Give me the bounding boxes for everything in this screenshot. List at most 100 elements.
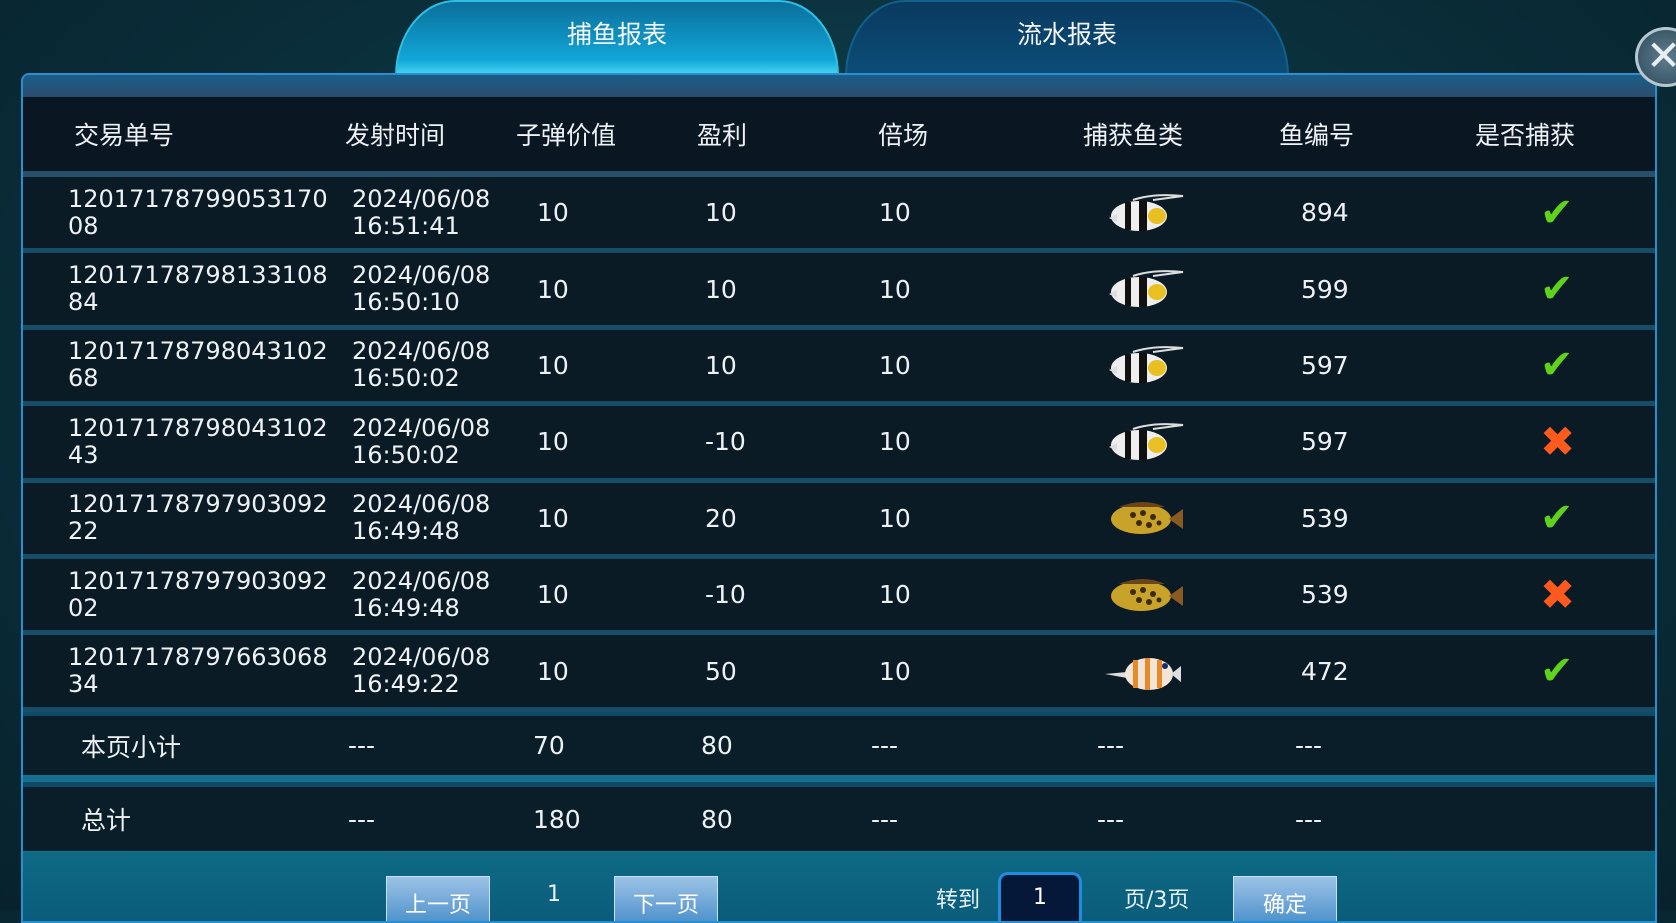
profit: 10	[705, 274, 737, 304]
close-icon[interactable]: ✕	[1635, 27, 1676, 87]
table-row: 12017178799053170 08 2024/06/08 16:51:41 10 1…	[23, 177, 1655, 254]
fish-number: 539	[1301, 580, 1349, 610]
column-header: 是否捕获	[1475, 121, 1576, 150]
multiplier: 10	[879, 503, 911, 533]
bullet-value: 10	[537, 198, 569, 228]
id-line: 12017178799053170	[68, 184, 328, 213]
transaction-id: 12017178797903092 22	[68, 483, 328, 554]
profit-sum: 80	[701, 731, 733, 760]
multiplier: 10	[879, 427, 911, 457]
date: 2024/06/08	[352, 184, 491, 213]
bullet-sum: 70	[533, 731, 565, 760]
fish-number: 597	[1301, 427, 1349, 457]
time: 16:49:22	[352, 670, 460, 699]
bullet-value: 10	[537, 427, 569, 457]
fish-placeholder: ---	[1097, 731, 1125, 760]
profit: 10	[705, 198, 737, 228]
column-header: 发射时间	[345, 121, 446, 150]
table-row: 12017178798133108 84 2024/06/08 16:50:10 10 1…	[23, 253, 1655, 330]
fish-number: 894	[1301, 198, 1349, 228]
confirm-button[interactable]: 确定	[1233, 876, 1337, 921]
table-row: 12017178798043102 68 2024/06/08 16:50:02 10 1…	[23, 329, 1655, 407]
id-line: 08	[68, 211, 99, 240]
prev-page-button[interactable]: 上一页	[386, 876, 490, 921]
date: 2024/06/08	[352, 413, 491, 442]
id-line: 12017178798133108	[68, 261, 328, 290]
page-count: 页/3页	[1124, 888, 1190, 913]
time: 16:50:10	[352, 288, 460, 317]
id-line: 34	[68, 670, 99, 699]
next-page-button[interactable]: 下一页	[614, 876, 718, 921]
bannerfish-icon	[1103, 253, 1187, 324]
table-row: 12017178797903092 22 2024/06/08 16:49:48 10 2…	[23, 482, 1655, 559]
tab-label: 流水报表	[1016, 20, 1117, 49]
transaction-id: 12017178798133108 84	[68, 253, 328, 324]
time-placeholder: ---	[348, 804, 376, 834]
pagination-bar: 上一页 1 下一页 转到 1 页/3页 确定	[23, 852, 1655, 921]
multiplier-placeholder: ---	[871, 804, 899, 834]
id-line: 43	[68, 440, 99, 469]
time: 16:50:02	[352, 440, 460, 469]
transaction-id: 12017178798043102 43	[68, 406, 328, 477]
fish-number: 599	[1301, 274, 1349, 304]
profit: -10	[705, 580, 746, 610]
total-row: 总计 --- 180 80 --- --- ---	[23, 787, 1655, 858]
profit: -10	[705, 427, 746, 457]
goto-label: 转到	[936, 888, 981, 913]
transaction-id: 12017178797663068 34	[68, 635, 328, 706]
id-line: 02	[68, 593, 99, 622]
id-line: 12017178797903092	[68, 490, 328, 519]
column-header: 交易单号	[74, 121, 175, 150]
column-header: 盈利	[697, 121, 748, 150]
table-row: 12017178798043102 43 2024/06/08 16:50:02 10 -…	[23, 406, 1655, 483]
check-icon: ✔	[1540, 266, 1574, 313]
transaction-id: 12017178797903092 02	[68, 559, 328, 630]
multiplier: 10	[879, 656, 911, 686]
tab-label: 捕鱼报表	[566, 20, 667, 49]
multiplier: 10	[879, 198, 911, 228]
time: 16:50:02	[352, 364, 460, 393]
date: 2024/06/08	[352, 261, 491, 290]
bullet-sum: 180	[533, 804, 581, 834]
fish-number: 472	[1301, 656, 1349, 686]
column-header: 捕获鱼类	[1083, 121, 1184, 150]
check-icon: ✔	[1540, 189, 1574, 236]
fire-time: 2024/06/08 16:50:02	[352, 406, 490, 477]
fish-no-placeholder: ---	[1295, 731, 1323, 760]
fish-number: 597	[1301, 350, 1349, 380]
bullet-value: 10	[537, 580, 569, 610]
fire-time: 2024/06/08 16:51:41	[352, 177, 490, 248]
bullet-value: 10	[537, 274, 569, 304]
profit: 50	[705, 656, 737, 686]
multiplier-placeholder: ---	[871, 731, 899, 760]
spotted-grouper-icon	[1103, 559, 1187, 630]
table-row: 12017178797663068 34 2024/06/08 16:49:22 10 5…	[23, 635, 1655, 712]
fire-time: 2024/06/08 16:49:48	[352, 559, 490, 630]
column-header: 鱼编号	[1279, 121, 1355, 150]
bullet-value: 10	[537, 350, 569, 380]
id-line: 12017178798043102	[68, 337, 328, 366]
bannerfish-icon	[1103, 406, 1187, 477]
id-line: 12017178797903092	[68, 566, 328, 595]
fish-number: 539	[1301, 503, 1349, 533]
table-header: 交易单号 发射时间 子弹价值 盈利 倍场 捕获鱼类 鱼编号 是否捕获	[23, 97, 1655, 177]
transaction-id: 12017178798043102 68	[68, 330, 328, 401]
time: 16:49:48	[352, 517, 460, 546]
transaction-id: 12017178799053170 08	[68, 177, 328, 248]
fire-time: 2024/06/08 16:49:22	[352, 635, 490, 706]
tab-fishing-report[interactable]: 捕鱼报表	[395, 0, 839, 76]
id-line: 12017178798043102	[68, 413, 328, 442]
fire-time: 2024/06/08 16:50:02	[352, 330, 490, 401]
table-row: 12017178797903092 02 2024/06/08 16:49:48 10 -…	[23, 559, 1655, 636]
check-icon: ✔	[1540, 342, 1574, 389]
subtotal-row: 本页小计 --- 70 80 --- --- ---	[23, 716, 1655, 782]
check-icon: ✔	[1540, 495, 1574, 542]
goto-page-input[interactable]: 1	[998, 872, 1082, 921]
date: 2024/06/08	[352, 566, 491, 595]
fish-placeholder: ---	[1097, 804, 1125, 834]
tab-flow-report[interactable]: 流水报表	[845, 0, 1289, 76]
time: 16:51:41	[352, 211, 460, 240]
id-line: 84	[68, 288, 99, 317]
multiplier: 10	[879, 274, 911, 304]
profit-sum: 80	[701, 804, 733, 834]
